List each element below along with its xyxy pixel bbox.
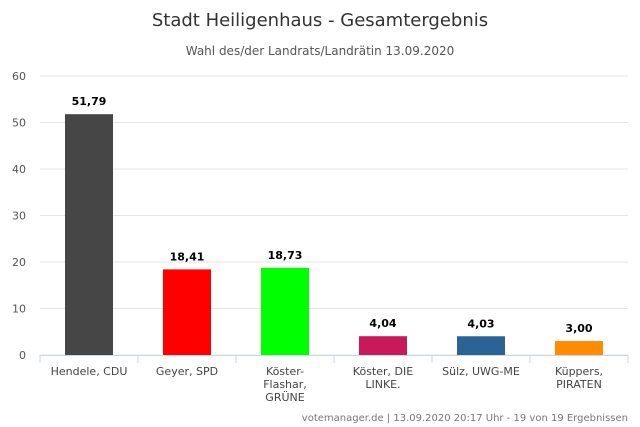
bar[interactable]: [457, 336, 505, 355]
y-tick-label: 30: [12, 210, 26, 223]
y-tick-label: 20: [12, 256, 26, 269]
x-tick-label: Sülz, UWG-ME: [442, 365, 520, 378]
data-label: 18,41: [170, 250, 205, 263]
data-label: 4,03: [467, 317, 494, 330]
x-tick-label: Köster-: [266, 365, 304, 378]
x-tick-label: Hendele, CDU: [51, 365, 128, 378]
x-tick-label: Köster, DIE: [353, 365, 413, 378]
y-tick-label: 0: [19, 349, 26, 362]
bar[interactable]: [163, 269, 211, 355]
bar[interactable]: [555, 341, 603, 355]
x-tick-label: LINKE.: [365, 378, 400, 391]
gridlines: [40, 75, 628, 356]
bars: [65, 114, 603, 355]
x-tick-label: Küppers,: [555, 365, 603, 378]
bar[interactable]: [359, 336, 407, 355]
x-tick-label: GRÜNE: [265, 391, 304, 404]
chart-title: Stadt Heiligenhaus - Gesamtergebnis: [152, 10, 488, 31]
y-tick-label: 10: [12, 303, 26, 316]
data-label: 18,73: [268, 249, 303, 262]
x-tick-label: Geyer, SPD: [156, 365, 218, 378]
y-axis: 0 10 20 30 40 50 60: [12, 70, 26, 362]
data-label: 3,00: [565, 322, 592, 335]
y-tick-label: 40: [12, 163, 26, 176]
y-tick-label: 60: [12, 70, 26, 83]
data-label: 51,79: [72, 95, 107, 108]
y-tick-label: 50: [12, 117, 26, 130]
data-labels: 51,79 18,41 18,73 4,04 4,03 3,00: [72, 95, 593, 335]
x-tick-label: Flashar,: [263, 378, 307, 391]
x-axis: Hendele, CDU Geyer, SPD Köster-Flashar,GRÜ…: [39, 355, 629, 404]
chart-subtitle: Wahl des/der Landrats/Landrätin 13.09.20…: [186, 44, 455, 58]
bar[interactable]: [261, 267, 309, 355]
data-label: 4,04: [369, 317, 396, 330]
bar[interactable]: [65, 114, 113, 355]
chart-credits[interactable]: votemanager.de | 13.09.2020 20:17 Uhr - …: [302, 413, 628, 424]
x-tick-label: PIRATEN: [556, 378, 602, 391]
